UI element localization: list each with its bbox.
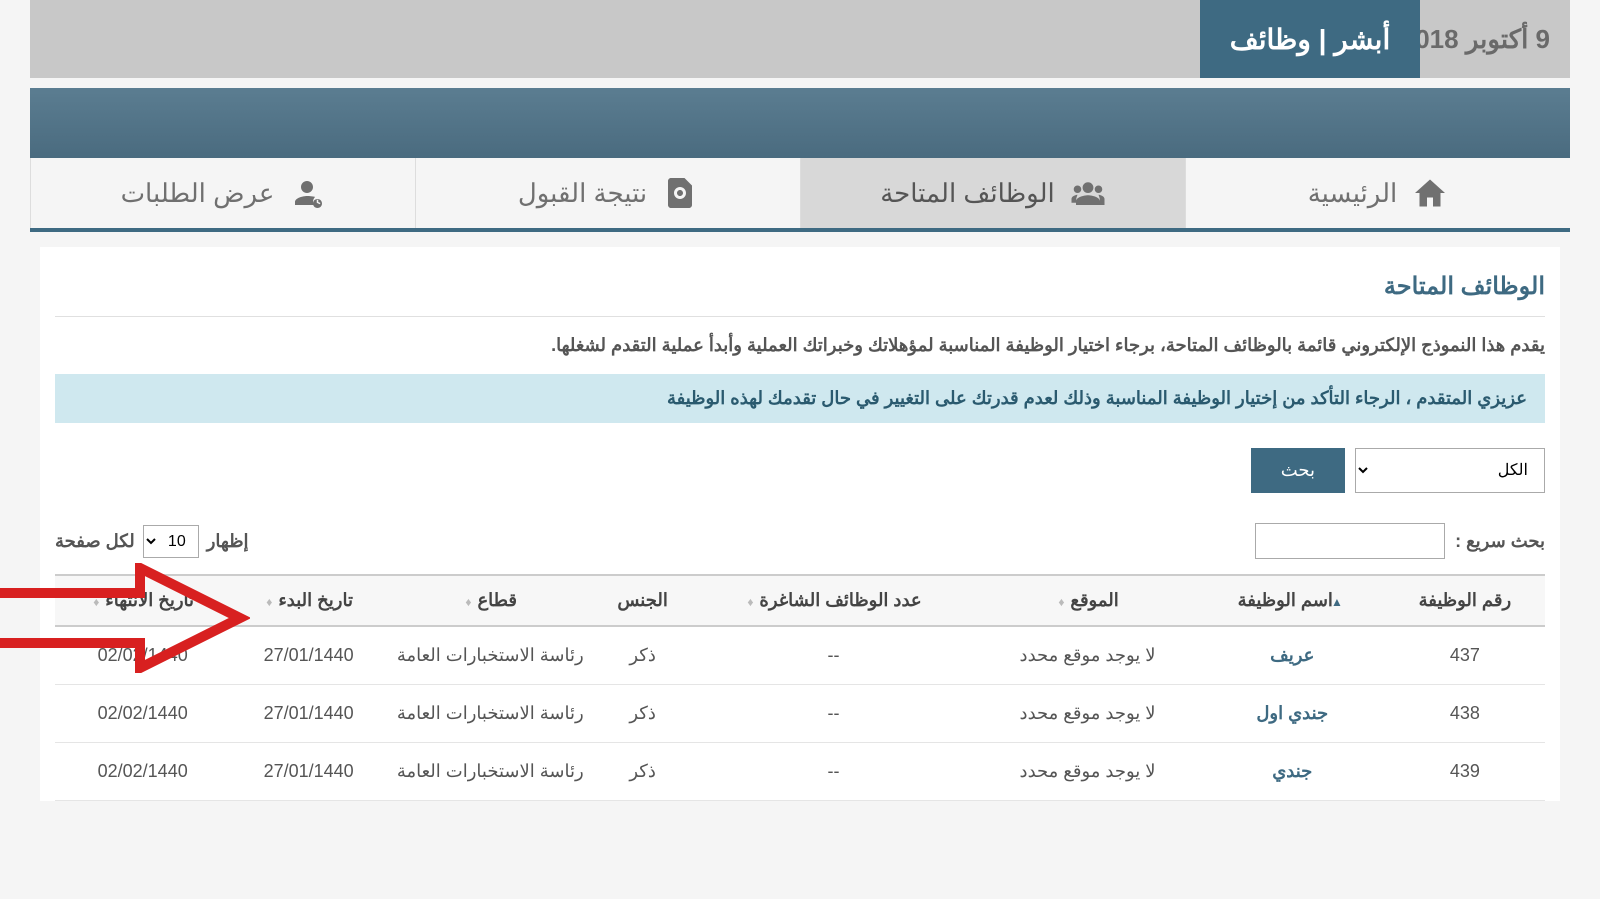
- col-job-no[interactable]: رقم الوظيفة: [1385, 575, 1545, 626]
- col-vacancies[interactable]: عدد الوظائف الشاغرة♦: [692, 575, 976, 626]
- table-row: 439 جندي لا يوجد موقع محدد--ذكررئاسة الاست…: [55, 743, 1545, 801]
- col-location[interactable]: الموقع♦: [975, 575, 1199, 626]
- page-size-select[interactable]: 10: [143, 525, 199, 558]
- sort-icon: ♦: [463, 595, 473, 609]
- page-title: الوظائف المتاحة: [55, 262, 1545, 317]
- requests-icon: [289, 175, 325, 211]
- cell-gender: ذكر: [594, 626, 692, 685]
- quick-search-input[interactable]: [1255, 523, 1445, 559]
- sort-up-icon: ▲: [1333, 595, 1343, 609]
- tab-result[interactable]: نتيجة القبول: [415, 158, 800, 228]
- users-icon: [1070, 175, 1106, 211]
- job-name-link[interactable]: جندي اول: [1256, 703, 1328, 723]
- table-row: 438 جندي اول لا يوجد موقع محدد--ذكررئاسة ا…: [55, 685, 1545, 743]
- result-icon: [662, 175, 698, 211]
- cell-job-no: 439: [1385, 743, 1545, 801]
- per-page-label: لكل صفحة: [55, 531, 135, 552]
- show-label: إظهار: [207, 531, 249, 552]
- cell-sector: رئاسة الاستخبارات العامة: [387, 626, 594, 685]
- table-row: 437 عريف لا يوجد موقع محدد--ذكررئاسة الاست…: [55, 626, 1545, 685]
- cell-start-date: 27/01/1440: [230, 685, 387, 743]
- content: الوظائف المتاحة يقدم هذا النموذج الإلكتر…: [40, 247, 1560, 801]
- cell-vacancies: --: [692, 626, 976, 685]
- sort-icon: ♦: [1056, 595, 1066, 609]
- cell-end-date: 02/02/1440: [55, 626, 230, 685]
- tab-requests-label: عرض الطلبات: [121, 178, 275, 209]
- page-size-wrap: إظهار 10 لكل صفحة: [55, 525, 249, 558]
- cell-job-name: جندي اول: [1200, 685, 1385, 743]
- sort-icon: ♦: [264, 595, 274, 609]
- job-name-link[interactable]: عريف: [1270, 645, 1314, 665]
- cell-gender: ذكر: [594, 685, 692, 743]
- tab-jobs[interactable]: الوظائف المتاحة: [800, 158, 1185, 228]
- cell-end-date: 02/02/1440: [55, 743, 230, 801]
- col-start-date[interactable]: تاريخ البدء♦: [230, 575, 387, 626]
- col-job-name[interactable]: ▲اسم الوظيفة: [1200, 575, 1385, 626]
- quick-search-wrap: بحث سريع :: [1255, 523, 1545, 559]
- cell-job-no: 438: [1385, 685, 1545, 743]
- cell-gender: ذكر: [594, 743, 692, 801]
- col-end-date[interactable]: تاريخ الانتهاء♦: [55, 575, 230, 626]
- sort-icon: ♦: [745, 595, 755, 609]
- col-sector[interactable]: قطاع♦: [387, 575, 594, 626]
- cell-location: لا يوجد موقع محدد: [975, 626, 1199, 685]
- cell-vacancies: --: [692, 743, 976, 801]
- banner: [30, 88, 1570, 158]
- table-header-row: رقم الوظيفة ▲اسم الوظيفة الموقع♦ عدد الو…: [55, 575, 1545, 626]
- home-icon: [1412, 175, 1448, 211]
- filter-select[interactable]: الكل: [1355, 448, 1545, 493]
- quick-search-label: بحث سريع :: [1455, 531, 1545, 552]
- cell-job-no: 437: [1385, 626, 1545, 685]
- cell-job-name: جندي: [1200, 743, 1385, 801]
- search-button[interactable]: بحث: [1251, 448, 1345, 493]
- table-controls: بحث سريع : إظهار 10 لكل صفحة: [55, 523, 1545, 559]
- nav-tabs: الرئيسية الوظائف المتاحة نتيجة القبول عر…: [30, 158, 1570, 232]
- logo-text: أبشر | وظائف: [1230, 23, 1391, 56]
- cell-sector: رئاسة الاستخبارات العامة: [387, 685, 594, 743]
- job-name-link[interactable]: جندي: [1272, 761, 1312, 781]
- tab-home-label: الرئيسية: [1308, 178, 1398, 209]
- intro-text: يقدم هذا النموذج الإلكتروني قائمة بالوظا…: [55, 317, 1545, 374]
- cell-location: لا يوجد موقع محدد: [975, 685, 1199, 743]
- logo: أبشر | وظائف: [1200, 0, 1420, 78]
- tab-requests[interactable]: عرض الطلبات: [30, 158, 415, 228]
- sort-icon: ♦: [91, 595, 101, 609]
- cell-end-date: 02/02/1440: [55, 685, 230, 743]
- cell-start-date: 27/01/1440: [230, 626, 387, 685]
- tab-home[interactable]: الرئيسية: [1185, 158, 1570, 228]
- cell-vacancies: --: [692, 685, 976, 743]
- notice-box: عزيزي المتقدم ، الرجاء التأكد من إختيار …: [55, 374, 1545, 423]
- jobs-table: رقم الوظيفة ▲اسم الوظيفة الموقع♦ عدد الو…: [55, 574, 1545, 801]
- cell-location: لا يوجد موقع محدد: [975, 743, 1199, 801]
- tab-jobs-label: الوظائف المتاحة: [880, 178, 1055, 209]
- col-gender[interactable]: الجنس: [594, 575, 692, 626]
- cell-job-name: عريف: [1200, 626, 1385, 685]
- cell-start-date: 27/01/1440: [230, 743, 387, 801]
- search-row: الكل بحث: [55, 448, 1545, 493]
- cell-sector: رئاسة الاستخبارات العامة: [387, 743, 594, 801]
- tab-result-label: نتيجة القبول: [518, 178, 647, 209]
